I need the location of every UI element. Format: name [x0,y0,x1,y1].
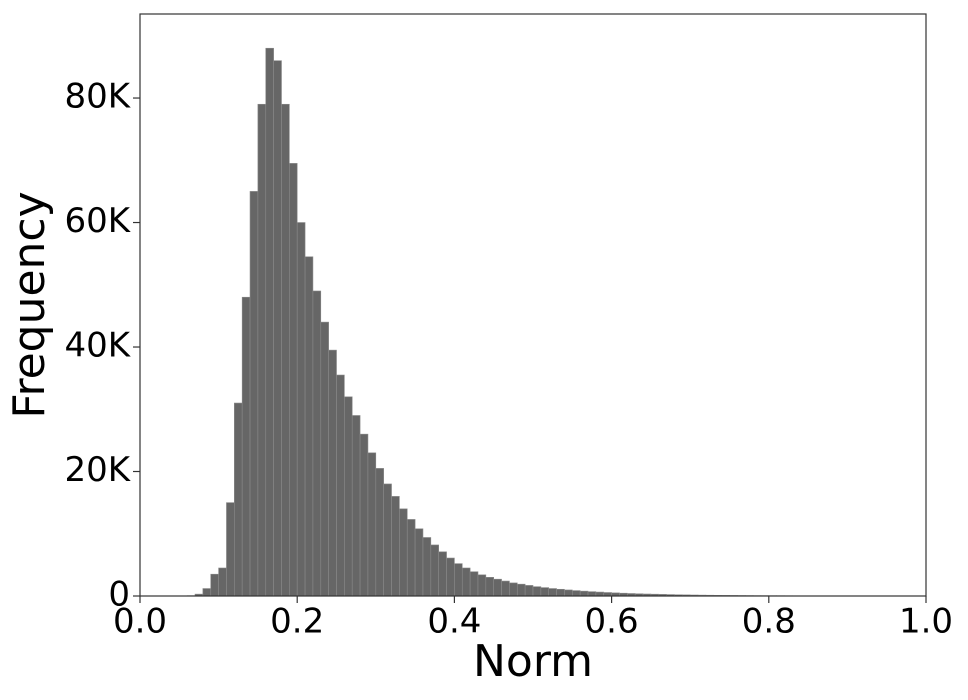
histogram-bar [344,396,353,597]
histogram-bar [461,567,471,597]
histogram-bar [501,580,510,597]
histogram-bar [241,296,251,597]
histogram-bar [446,557,455,597]
x-axis-label: Norm [473,636,593,687]
histogram-bar [328,349,337,597]
y-axis-label: Frequency [4,191,55,418]
histogram-bar [265,47,274,597]
x-tick-label: 0.4 [427,602,481,642]
histogram-bar [516,583,526,597]
histogram-bar [469,571,479,597]
histogram-bar [351,415,361,597]
histogram-bar [336,374,345,597]
histogram-bar [289,163,298,597]
histogram-bar [320,321,329,597]
histogram-bar [556,588,565,597]
histogram-bar [493,578,502,597]
histogram-bar [587,591,597,597]
x-tick-label: 0.0 [113,602,167,642]
y-tick-label: 80K [64,77,131,117]
histogram-bar [509,582,518,597]
histogram-bar [281,103,290,597]
histogram-bar [571,590,581,597]
histogram-bar [414,528,424,597]
histogram-bar [296,222,306,597]
histogram-bar [210,573,219,597]
histogram-bar [226,502,235,597]
histogram-bar [234,402,243,597]
x-tick-label: 0.6 [585,602,639,642]
histogram-bar [548,588,557,597]
y-tick-label: 40K [64,326,131,366]
histogram-bar [218,567,227,597]
histogram-bar [202,588,212,597]
histogram-bar [579,590,589,597]
histogram-bar [477,574,487,597]
histogram-bar [430,544,439,597]
histogram-bar [391,496,400,597]
histogram-bar [399,508,408,597]
histogram-bar [383,483,392,597]
histogram-bar [438,551,447,597]
histogram-bar [312,290,322,597]
histogram-bar [422,537,432,597]
histogram-bar [367,452,377,597]
y-tick-label: 0 [108,575,130,615]
histogram-bar [532,586,542,597]
histogram-bar [485,577,494,597]
histogram-bar [257,103,267,597]
histogram-bar [540,587,550,597]
x-tick-label: 0.2 [270,602,324,642]
histogram-bar [524,585,534,597]
histogram-bar [273,60,282,597]
x-tick-label: 0.8 [742,602,796,642]
y-tick-label: 60K [64,201,131,241]
histogram-bar [375,468,384,597]
histogram-bar [249,191,259,597]
histogram-bar [454,563,463,597]
histogram-bar [359,433,369,597]
histogram-bar [406,519,416,597]
x-tick-label: 1.0 [899,602,953,642]
histogram-bar [304,256,314,597]
y-tick-label: 20K [64,450,131,490]
plot-frame [139,13,927,597]
histogram-bar [564,589,573,597]
